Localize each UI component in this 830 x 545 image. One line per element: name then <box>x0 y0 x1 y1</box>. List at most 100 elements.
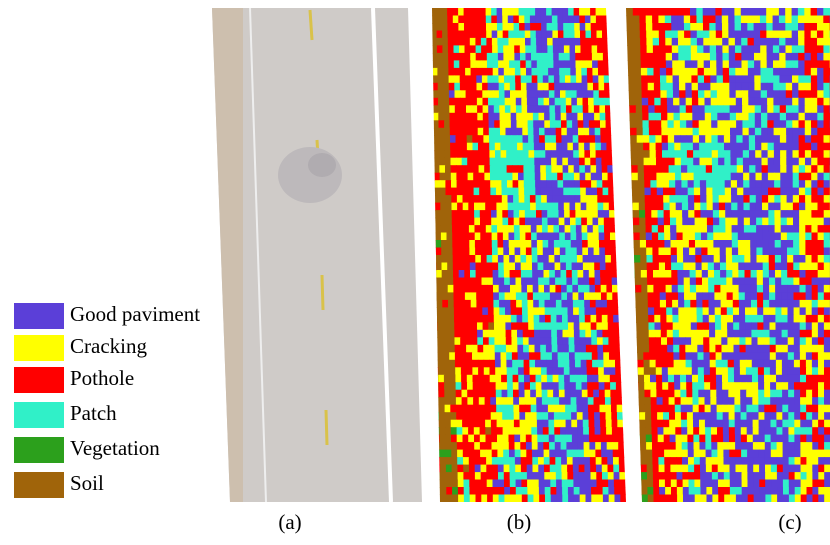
map-cell <box>565 240 571 248</box>
map-cell <box>739 315 746 323</box>
map-cell <box>767 90 774 98</box>
map-cell <box>812 278 819 286</box>
map-cell <box>734 8 741 16</box>
map-cell <box>582 405 588 413</box>
map-cell <box>550 120 556 128</box>
map-cell <box>683 487 690 495</box>
map-cell <box>667 337 674 345</box>
map-cell <box>455 128 461 136</box>
map-cell <box>490 367 496 375</box>
map-cell <box>706 465 713 473</box>
map-cell <box>532 90 538 98</box>
map-cell <box>637 352 644 360</box>
map-cell <box>591 337 597 345</box>
map-cell <box>524 375 530 383</box>
map-cell <box>712 457 719 465</box>
map-cell <box>739 322 746 330</box>
map-cell <box>587 68 593 76</box>
map-cell <box>445 158 451 166</box>
map-cell <box>682 472 689 480</box>
map-cell <box>824 495 830 503</box>
map-cell <box>703 330 710 338</box>
map-cell <box>675 165 682 173</box>
map-cell <box>757 285 764 293</box>
map-cell <box>509 248 515 256</box>
map-cell <box>800 427 807 435</box>
map-cell <box>805 188 812 196</box>
map-cell <box>580 38 586 46</box>
map-cell <box>752 382 759 390</box>
map-cell <box>649 128 656 136</box>
map-cell <box>597 188 603 196</box>
map-cell <box>458 495 464 503</box>
map-cell <box>431 16 437 24</box>
map-cell <box>495 360 501 368</box>
map-cell <box>513 390 519 398</box>
map-cell <box>445 143 451 151</box>
map-cell <box>622 390 628 398</box>
map-cell <box>491 203 497 211</box>
map-cell <box>800 412 807 420</box>
map-cell <box>538 442 544 450</box>
map-cell <box>512 352 518 360</box>
map-cell <box>792 120 799 128</box>
map-cell <box>755 113 762 121</box>
map-cell <box>460 98 466 106</box>
map-cell <box>521 285 527 293</box>
map-cell <box>592 195 598 203</box>
map-cell <box>483 113 489 121</box>
map-cell <box>442 278 448 286</box>
map-cell <box>439 397 445 405</box>
map-cell <box>431 292 437 300</box>
map-cell <box>583 105 589 113</box>
map-cell <box>597 45 603 53</box>
map-cell <box>698 390 705 398</box>
map-cell <box>709 322 716 330</box>
map-cell <box>501 360 507 368</box>
map-cell <box>604 382 610 390</box>
map-cell <box>780 180 787 188</box>
map-cell <box>689 263 696 271</box>
map-cell <box>677 263 684 271</box>
map-cell <box>678 285 685 293</box>
map-cell <box>650 165 657 173</box>
map-cell <box>465 53 471 61</box>
map-cell <box>545 307 551 315</box>
map-cell <box>782 405 789 413</box>
map-cell <box>785 38 792 46</box>
map-cell <box>616 390 622 398</box>
map-cell <box>487 75 493 83</box>
map-cell <box>628 45 635 53</box>
map-cell <box>431 38 437 46</box>
map-cell <box>805 90 812 98</box>
map-cell <box>753 427 760 435</box>
map-cell <box>782 330 789 338</box>
map-cell <box>530 195 536 203</box>
map-cell <box>516 278 522 286</box>
map-cell <box>628 240 635 248</box>
map-cell <box>760 53 767 61</box>
map-cell <box>771 450 778 458</box>
map-cell <box>679 83 686 91</box>
map-cell <box>574 23 580 31</box>
map-cell <box>437 292 443 300</box>
map-cell <box>654 68 661 76</box>
map-cell <box>805 105 812 113</box>
map-cell <box>465 60 471 68</box>
map-cell <box>474 412 480 420</box>
map-cell <box>542 405 548 413</box>
map-cell <box>659 263 666 271</box>
map-cell <box>432 352 438 360</box>
map-cell <box>812 307 819 315</box>
map-cell <box>670 450 677 458</box>
map-cell <box>530 8 536 16</box>
map-cell <box>722 382 729 390</box>
map-cell <box>452 218 458 226</box>
map-cell <box>680 382 687 390</box>
map-cell <box>751 263 758 271</box>
map-cell <box>523 337 529 345</box>
map-cell <box>799 105 806 113</box>
map-cell <box>603 495 609 503</box>
map-cell <box>546 360 552 368</box>
map-cell <box>773 105 780 113</box>
